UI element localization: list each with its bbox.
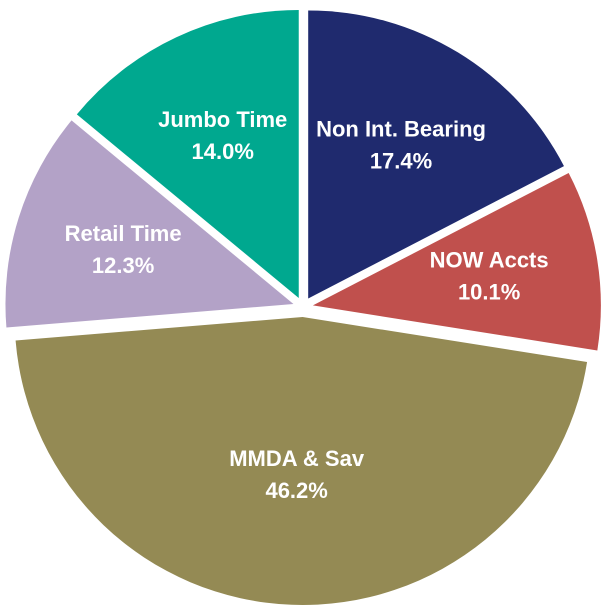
pie-slice xyxy=(15,316,588,605)
slice-value: 46.2% xyxy=(265,478,327,503)
slice-value: 14.0% xyxy=(192,139,254,164)
pie-slice xyxy=(5,120,294,328)
slice-label: Retail Time xyxy=(65,221,182,246)
slice-label: NOW Accts xyxy=(430,248,549,273)
slice-value: 17.4% xyxy=(370,149,432,174)
slice-value: 12.3% xyxy=(92,253,154,278)
slice-label: MMDA & Sav xyxy=(229,446,365,471)
slice-label: Jumbo Time xyxy=(158,107,287,132)
pie-slice xyxy=(308,10,564,299)
slice-label: Non Int. Bearing xyxy=(316,117,486,142)
slice-value: 10.1% xyxy=(458,280,520,305)
pie-slice xyxy=(312,173,601,351)
pie-slice xyxy=(76,9,299,298)
